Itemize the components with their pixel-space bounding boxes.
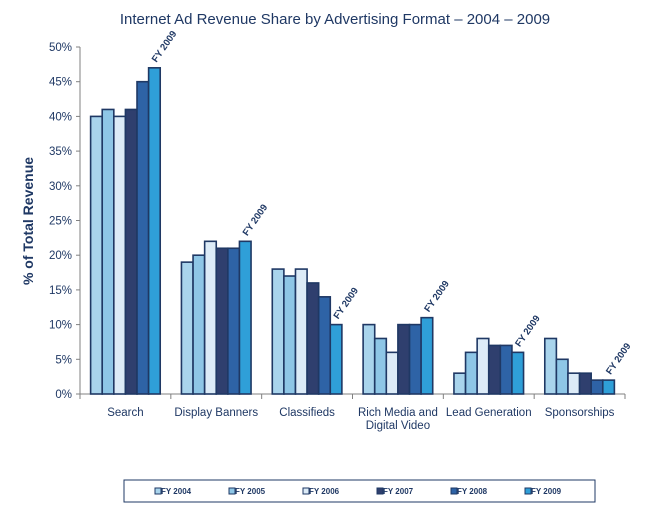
bar xyxy=(203,240,218,395)
legend-swatch xyxy=(524,487,532,495)
y-tick-label: 15% xyxy=(49,285,72,297)
y-axis-label: % of Total Revenue xyxy=(20,157,36,285)
bar xyxy=(476,337,490,395)
bar xyxy=(329,323,343,395)
legend-label: FY 2009 xyxy=(531,487,562,496)
bar xyxy=(567,372,581,395)
bar xyxy=(590,379,604,395)
fy-2009-annotation: FY 2009 xyxy=(241,202,271,238)
y-tick-label: 50% xyxy=(49,42,72,54)
legend-label: FY 2007 xyxy=(383,487,414,496)
bar xyxy=(499,344,513,395)
bar xyxy=(89,115,104,395)
bar xyxy=(453,372,467,395)
bar xyxy=(362,323,376,395)
bar xyxy=(385,351,399,395)
bar xyxy=(238,240,252,395)
fy-2009-annotation: FY 2009 xyxy=(332,286,362,322)
bar xyxy=(555,358,569,395)
bar xyxy=(271,268,285,395)
bar xyxy=(215,247,229,395)
bar xyxy=(397,323,411,395)
bar xyxy=(317,296,332,395)
y-tick-label: 40% xyxy=(49,111,72,123)
legend-swatch xyxy=(302,487,310,495)
fy-2009-annotation: FY 2009 xyxy=(513,313,543,349)
bar xyxy=(420,316,434,395)
legend-label: FY 2005 xyxy=(235,487,266,496)
x-category-label: Sponsorships xyxy=(545,407,615,419)
bar xyxy=(227,247,241,395)
y-tick-label: 20% xyxy=(49,250,72,262)
bar xyxy=(294,268,308,395)
legend-swatch xyxy=(154,487,162,495)
fy-2009-annotation: FY 2009 xyxy=(422,279,452,315)
bar xyxy=(306,282,320,395)
legend-label: FY 2004 xyxy=(161,487,192,496)
x-category-label: Rich Media and xyxy=(358,407,438,419)
bar xyxy=(408,323,422,395)
x-category-label: Display Banners xyxy=(174,407,258,419)
x-category-label: Digital Video xyxy=(366,420,430,432)
bar xyxy=(543,337,558,395)
bar xyxy=(180,261,194,395)
y-tick-label: 10% xyxy=(49,320,72,332)
bar xyxy=(136,80,150,395)
bar xyxy=(101,108,115,395)
bar xyxy=(511,351,525,395)
y-tick-label: 25% xyxy=(49,216,72,228)
y-tick-label: 0% xyxy=(55,389,72,401)
y-tick-label: 30% xyxy=(49,181,72,193)
x-category-label: Classifieds xyxy=(279,407,335,419)
bar xyxy=(578,372,592,395)
bar xyxy=(147,67,162,395)
chart-title: Internet Ad Revenue Share by Advertising… xyxy=(120,11,550,28)
fy-2009-annotation: FY 2009 xyxy=(150,29,180,65)
plot-area: 0% 5% 10% 15% 20% 25% 30% 35% 40% 45% 50% FY 2009 Se… xyxy=(49,29,634,432)
legend-swatch xyxy=(228,487,236,495)
x-category-label: Lead Generation xyxy=(446,407,532,419)
bar xyxy=(487,344,502,395)
y-tick-label: 45% xyxy=(49,77,72,89)
legend-label: FY 2008 xyxy=(457,487,488,496)
bar xyxy=(373,337,388,395)
legend-box xyxy=(123,479,596,503)
y-tick-label: 35% xyxy=(49,146,72,158)
fy-2009-annotation: FY 2009 xyxy=(604,341,634,377)
bar xyxy=(192,254,206,395)
legend-swatch xyxy=(450,487,458,495)
bar xyxy=(464,351,478,395)
legend: FY 2004 FY 2005 FY 2006 FY 2007 FY 2008 FY 20… xyxy=(123,479,596,503)
bar xyxy=(601,379,616,395)
bar xyxy=(124,108,138,395)
x-category-label: Search xyxy=(107,407,143,419)
legend-swatch xyxy=(376,487,384,495)
y-tick-label: 5% xyxy=(55,354,72,366)
bar xyxy=(283,275,297,395)
bar xyxy=(113,115,127,395)
legend-label: FY 2006 xyxy=(309,487,340,496)
